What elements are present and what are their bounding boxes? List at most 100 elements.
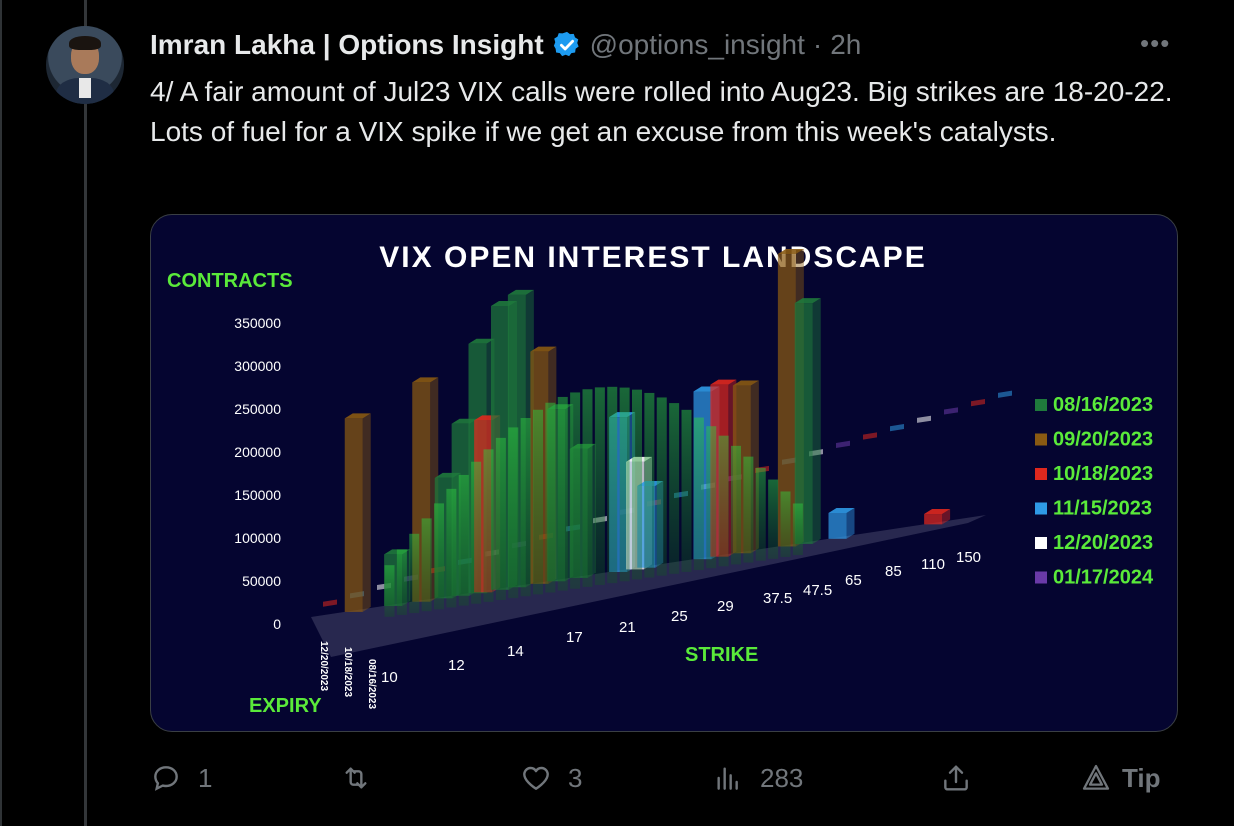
floor-cell bbox=[944, 407, 958, 415]
legend-label: 10/18/2023 bbox=[1053, 463, 1153, 485]
strike-tick-label: 14 bbox=[507, 643, 524, 660]
tweet-timestamp[interactable]: 2h bbox=[830, 29, 862, 60]
strike-tick-label: 25 bbox=[671, 608, 688, 625]
like-action[interactable]: 3 bbox=[520, 756, 582, 800]
reply-count: 1 bbox=[198, 762, 213, 793]
chart-bar bbox=[828, 508, 855, 539]
verified-badge-icon bbox=[553, 31, 579, 57]
density-bar bbox=[693, 417, 704, 571]
legend-label: 11/15/2023 bbox=[1053, 498, 1152, 520]
density-bar bbox=[718, 435, 729, 567]
density-bar bbox=[545, 402, 556, 593]
density-bar bbox=[446, 488, 457, 608]
legend-label: 08/16/2023 bbox=[1053, 394, 1153, 416]
bar-front bbox=[794, 303, 813, 544]
floor-cell bbox=[890, 424, 904, 432]
strike-tick-label: 17 bbox=[566, 629, 583, 646]
density-bar bbox=[471, 461, 482, 604]
bar-top bbox=[468, 338, 495, 344]
density-bar bbox=[632, 389, 642, 580]
thread-connector-line bbox=[84, 0, 87, 826]
y-tick-label: 0 bbox=[273, 616, 281, 632]
bar-top bbox=[412, 377, 439, 383]
tweet-media-chart[interactable]: VIX OPEN INTEREST LANDSCAPE CONTRACTS ST… bbox=[150, 214, 1178, 732]
legend-swatch bbox=[1035, 571, 1047, 584]
density-bar bbox=[557, 396, 568, 591]
expiry-tick-label: 10/18/2023 bbox=[342, 647, 353, 697]
bar-top bbox=[828, 508, 855, 513]
strike-tick-label: 12 bbox=[448, 657, 465, 674]
y-tick-label: 50000 bbox=[242, 573, 281, 589]
y-tick-label: 150000 bbox=[234, 487, 281, 503]
more-options-button[interactable]: ••• bbox=[1140, 28, 1171, 58]
legend-swatch bbox=[1035, 537, 1047, 549]
density-bar bbox=[508, 427, 519, 599]
strike-tick-label: 21 bbox=[619, 619, 636, 636]
density-bar bbox=[619, 387, 630, 582]
density-bar bbox=[520, 418, 531, 597]
author-handle[interactable]: @options_insight bbox=[589, 29, 805, 60]
tweet-header: Imran Lakha | Options Insight @options_i… bbox=[150, 28, 861, 62]
bar-side bbox=[362, 413, 371, 612]
bar-front bbox=[924, 514, 943, 525]
z-axis-label: EXPIRY bbox=[249, 695, 322, 717]
y-tick-label: 200000 bbox=[234, 444, 281, 460]
floor-cell bbox=[917, 415, 931, 423]
floor-cell bbox=[323, 599, 337, 607]
retweet-icon bbox=[345, 767, 367, 789]
density-bar bbox=[669, 403, 680, 574]
density-bar bbox=[731, 445, 741, 565]
legend-label: 09/20/2023 bbox=[1053, 429, 1153, 451]
views-action[interactable]: 283 bbox=[712, 756, 803, 800]
tip-action[interactable]: Tip bbox=[1080, 756, 1161, 800]
y-axis-label: CONTRACTS bbox=[167, 270, 293, 292]
floor-cell bbox=[836, 440, 850, 448]
strike-tick-label: 65 bbox=[845, 572, 862, 589]
share-action[interactable] bbox=[940, 756, 972, 800]
bar-top bbox=[710, 379, 737, 385]
density-bar bbox=[780, 491, 791, 557]
expiry-tick-label: 12/20/2023 bbox=[318, 641, 329, 691]
density-bar bbox=[792, 503, 803, 556]
strike-tick-label: 10 bbox=[381, 669, 398, 686]
tip-label: Tip bbox=[1122, 762, 1161, 793]
strike-tick-label: 150 bbox=[956, 549, 981, 566]
floor-cell bbox=[998, 390, 1012, 398]
chart-floor bbox=[311, 515, 986, 657]
y-tick-label: 350000 bbox=[234, 315, 281, 331]
density-bar bbox=[681, 409, 692, 572]
density-bar bbox=[409, 533, 420, 614]
chart-bar bbox=[794, 298, 821, 544]
legend-label: 01/17/2024 bbox=[1053, 567, 1154, 589]
reply-action[interactable]: 1 bbox=[150, 756, 212, 800]
bar-side bbox=[846, 508, 855, 539]
retweet-action[interactable] bbox=[340, 756, 388, 800]
views-count: 283 bbox=[760, 762, 804, 793]
avatar-shirt bbox=[79, 78, 91, 98]
density-bar bbox=[594, 387, 605, 586]
vix-open-interest-chart: VIX OPEN INTEREST LANDSCAPE CONTRACTS ST… bbox=[167, 241, 1154, 717]
author-name[interactable]: Imran Lakha | Options Insight bbox=[150, 29, 544, 60]
density-bar bbox=[384, 565, 395, 617]
legend-swatch bbox=[1035, 433, 1047, 446]
bar-top bbox=[530, 346, 557, 352]
avatar[interactable] bbox=[46, 26, 124, 104]
density-bar bbox=[768, 479, 779, 559]
heart-icon bbox=[523, 766, 549, 790]
bar-front bbox=[828, 513, 847, 539]
bar-front bbox=[777, 254, 796, 547]
meta-separator: · bbox=[812, 29, 823, 60]
bar-top bbox=[732, 380, 759, 386]
legend-swatch bbox=[1035, 399, 1047, 411]
chart-bar bbox=[344, 413, 371, 612]
density-bar bbox=[570, 392, 581, 589]
bar-top bbox=[924, 509, 951, 515]
tweet-text: 4/ A fair amount of Jul23 VIX calls were… bbox=[150, 76, 1173, 147]
density-bar bbox=[656, 397, 667, 576]
density-bar bbox=[607, 386, 618, 584]
reply-icon bbox=[154, 766, 178, 791]
bar-top bbox=[794, 298, 821, 304]
strike-tick-label: 29 bbox=[717, 598, 734, 615]
strike-tick-label: 85 bbox=[885, 563, 902, 580]
tip-icon bbox=[1082, 764, 1110, 790]
